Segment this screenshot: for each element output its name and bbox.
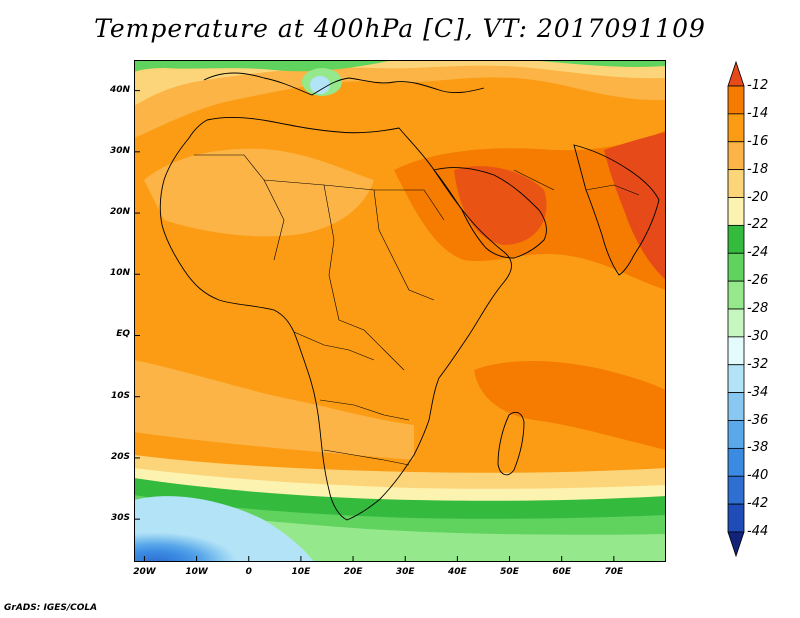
colorbar-level-label: -18 <box>747 161 769 177</box>
y-tick-label: 10S <box>110 390 130 401</box>
colorbar-segment <box>727 141 745 171</box>
y-tick-label: 30N <box>109 145 130 156</box>
colorbar <box>727 60 745 558</box>
colorbar-level-label: -42 <box>747 496 769 512</box>
x-tick-label: 0 <box>245 567 252 577</box>
europe-coastline <box>203 72 485 96</box>
y-tick-label: 20N <box>109 207 130 218</box>
colorbar-segment <box>727 85 745 115</box>
colorbar-level-label: -40 <box>747 468 769 484</box>
arabia-coastline <box>433 167 547 259</box>
x-tick-label: 40E <box>448 567 467 577</box>
credit-text: GrADS: IGES/COLA <box>4 603 98 613</box>
colorbar-level-label: -14 <box>747 105 769 121</box>
y-tick-label: 40N <box>109 84 130 95</box>
colorbar-segment <box>727 392 745 421</box>
colorbar-segment <box>727 280 745 310</box>
x-tick-label: 20E <box>343 567 363 577</box>
field-aegean-core <box>310 76 330 94</box>
y-tick-label: 20S <box>110 451 130 462</box>
field-indian-ocean-warm <box>474 360 666 450</box>
colorbar-level-label: -20 <box>747 189 769 205</box>
y-tick-label: 30S <box>110 513 130 524</box>
colorbar-segment <box>727 364 745 394</box>
x-tick-label: 50E <box>500 567 519 577</box>
colorbar-level-label: -38 <box>747 440 769 456</box>
madagascar-coastline <box>497 411 525 476</box>
field-north-band <box>134 60 666 138</box>
colorbar-segment <box>727 420 745 449</box>
colorbar-segment <box>727 113 745 143</box>
colorbar-bottom-arrow <box>727 531 745 558</box>
y-tick-label: EQ <box>116 329 130 340</box>
country-borders <box>194 154 640 466</box>
y-tick-label: 10N <box>109 268 130 279</box>
colorbar-level-label: -12 <box>747 78 769 93</box>
colorbar-level-label: -28 <box>747 301 769 316</box>
colorbar-level-label: -34 <box>747 384 769 400</box>
india-coastline <box>573 144 660 276</box>
colorbar-level-label: -32 <box>747 356 769 372</box>
x-tick-label: 20W <box>133 567 156 577</box>
colorbar-level-label: -22 <box>747 217 769 233</box>
x-tick-label: 70E <box>604 567 624 577</box>
colorbar-level-label: -30 <box>747 328 769 344</box>
field-sahara-light <box>144 148 374 237</box>
colorbar-segment <box>727 503 745 533</box>
colorbar-segment <box>727 475 745 505</box>
chart-title: Temperature at 400hPa [C], VT: 201709110… <box>94 14 706 43</box>
colorbar-segment <box>727 336 745 366</box>
colorbar-segment <box>727 169 745 198</box>
field-arabia-hot <box>454 166 547 245</box>
x-tick-label: 10E <box>291 567 311 577</box>
colorbar-top-arrow <box>727 60 745 87</box>
x-tick-label: 60E <box>552 567 572 577</box>
field-north-green <box>134 60 666 72</box>
tick-marks <box>134 90 615 562</box>
colorbar-segment <box>727 224 745 254</box>
colorbar-level-label: -24 <box>747 245 769 261</box>
x-tick-label: 10W <box>185 567 208 577</box>
colorbar-segment <box>727 252 745 282</box>
colorbar-level-label: -16 <box>747 133 769 149</box>
africa-coastline <box>159 116 512 521</box>
colorbar-segment <box>727 197 745 226</box>
colorbar-level-label: -26 <box>747 273 769 289</box>
temperature-map <box>134 60 666 562</box>
field-india-hot <box>604 132 666 280</box>
map-frame <box>134 60 666 562</box>
field-south-cold <box>134 496 314 562</box>
x-tick-label: 30E <box>395 567 415 577</box>
field-north-light <box>134 60 666 106</box>
field-south-atlantic-light <box>134 360 414 460</box>
colorbar-level-label: -36 <box>747 412 769 428</box>
colorbar-level-label: -44 <box>747 524 769 539</box>
colorbar-segment <box>727 308 745 338</box>
colorbar-segment <box>727 447 745 477</box>
